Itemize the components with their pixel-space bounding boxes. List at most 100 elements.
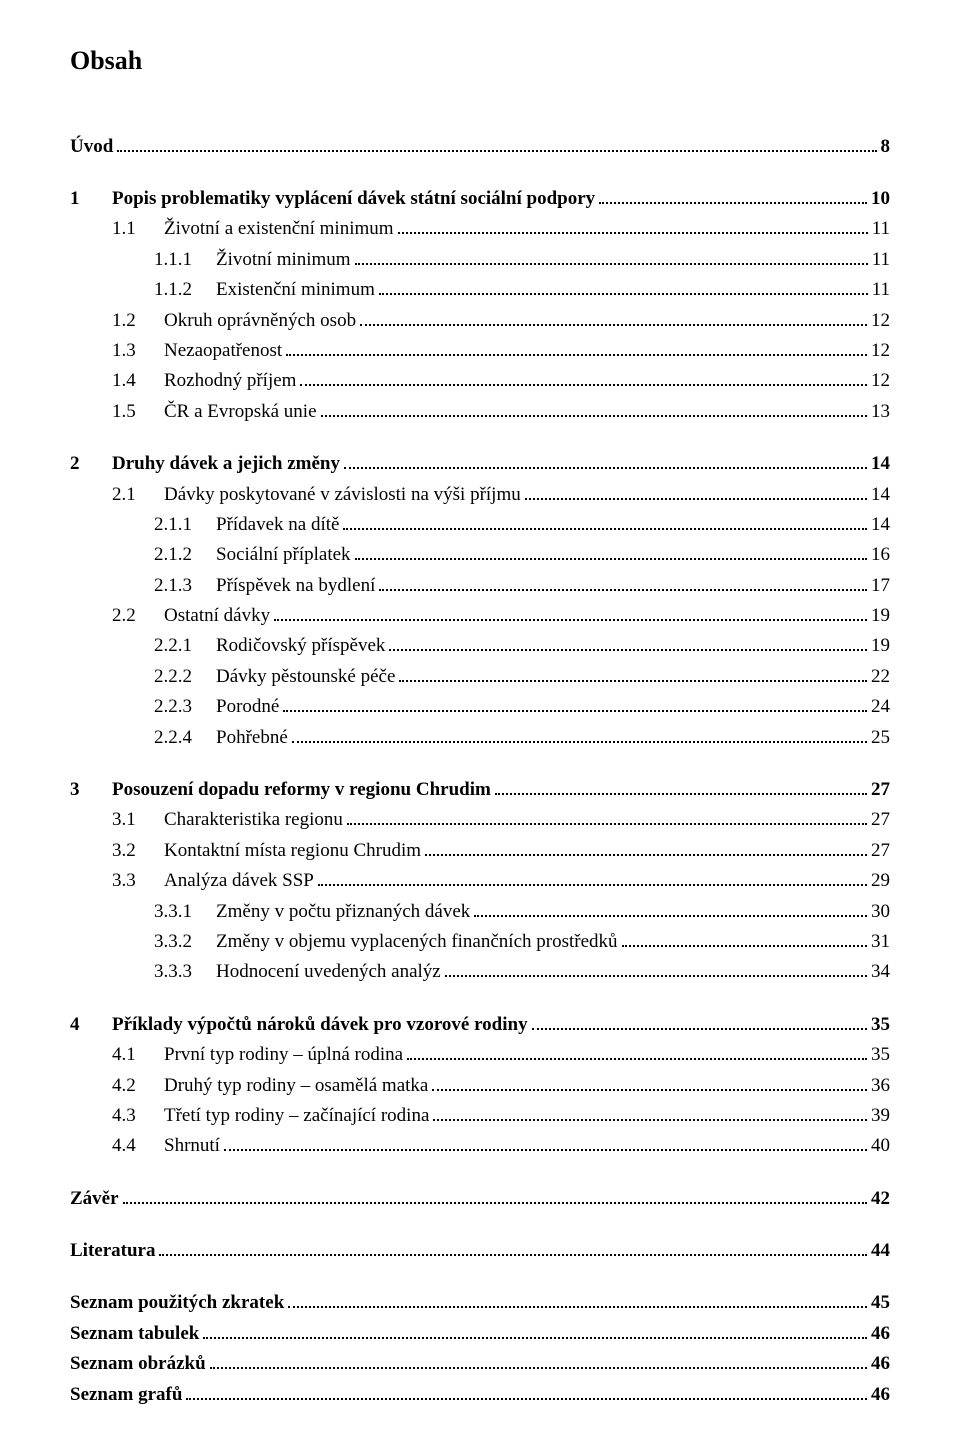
toc-leader-dots <box>288 1289 867 1308</box>
toc-entry-page: 46 <box>871 1380 890 1410</box>
toc-leader-dots <box>355 246 868 265</box>
toc-leader-dots <box>355 541 867 560</box>
toc-entry: 1.1.2Existenční minimum 11 <box>70 275 890 305</box>
toc-entry-label: Pohřebné <box>216 723 288 753</box>
toc-entry-number: 1.1.2 <box>154 275 216 305</box>
toc-leader-dots <box>399 663 867 682</box>
toc-entry: 4Příklady výpočtů nároků dávek pro vzoro… <box>70 1010 890 1040</box>
toc-entry-label: ČR a Evropská unie <box>164 397 317 427</box>
toc-title: Obsah <box>70 40 890 82</box>
toc-entry: 3.2Kontaktní místa regionu Chrudim27 <box>70 836 890 866</box>
toc-entry-label: Příklady výpočtů nároků dávek pro vzorov… <box>112 1010 528 1040</box>
toc-gap <box>70 427 890 449</box>
toc-leader-dots <box>433 1102 867 1121</box>
toc-entry-number: 3.3.1 <box>154 897 216 927</box>
toc-entry-page: 31 <box>871 927 890 957</box>
toc-entry: Závěr 42 <box>70 1184 890 1214</box>
toc-entry-page: 27 <box>871 836 890 866</box>
toc-entry: 1Popis problematiky vyplácení dávek stát… <box>70 184 890 214</box>
toc-entry: 1.3Nezaopatřenost12 <box>70 336 890 366</box>
toc-leader-dots <box>343 511 867 530</box>
toc-entry-label: Seznam tabulek <box>70 1319 199 1349</box>
toc-entry-page: 11 <box>872 245 890 275</box>
toc-entry-page: 46 <box>871 1319 890 1349</box>
toc-entry-page: 14 <box>871 449 890 479</box>
toc-entry-label: Posouzení dopadu reformy v regionu Chrud… <box>112 775 491 805</box>
toc-entry: 2.1.2Sociální příplatek16 <box>70 540 890 570</box>
toc-leader-dots <box>407 1041 867 1060</box>
toc-leader-dots <box>186 1381 867 1400</box>
toc-leader-dots <box>347 806 867 825</box>
toc-entry-label: Seznam obrázků <box>70 1349 206 1379</box>
toc-entry-page: 14 <box>871 480 890 510</box>
toc-entry: 2.2.2Dávky pěstounské péče22 <box>70 662 890 692</box>
toc-entry: Seznam grafů46 <box>70 1380 890 1410</box>
toc-gap <box>70 1266 890 1288</box>
toc-entry-label: Druhy dávek a jejich změny <box>112 449 340 479</box>
toc-gap <box>70 988 890 1010</box>
toc-entry-label: Úvod <box>70 132 113 162</box>
toc-entry-label: Literatura <box>70 1236 155 1266</box>
toc-entry: 1.5ČR a Evropská unie13 <box>70 397 890 427</box>
toc-entry-label: Nezaopatřenost <box>164 336 282 366</box>
toc-entry-label: Analýza dávek SSP <box>164 866 314 896</box>
toc-leader-dots <box>389 632 867 651</box>
toc-entry-page: 45 <box>871 1288 890 1318</box>
toc-entry-label: Hodnocení uvedených analýz <box>216 957 441 987</box>
toc-leader-dots <box>379 572 867 591</box>
toc-entry-page: 19 <box>871 601 890 631</box>
toc-entry-number: 3.2 <box>112 836 164 866</box>
toc-leader-dots <box>123 1185 867 1204</box>
toc-gap <box>70 162 890 184</box>
toc-entry-page: 14 <box>871 510 890 540</box>
toc-entry-number: 1.1 <box>112 214 164 244</box>
toc-entry-label: Změny v počtu přiznaných dávek <box>216 897 470 927</box>
toc-entry-number: 2.2.1 <box>154 631 216 661</box>
toc-entry: 3.3.1Změny v počtu přiznaných dávek30 <box>70 897 890 927</box>
toc-entry-label: Druhý typ rodiny – osamělá matka <box>164 1071 428 1101</box>
toc-entry: 2.1.1Přídavek na dítě14 <box>70 510 890 540</box>
toc-entry-page: 11 <box>872 275 890 305</box>
toc-leader-dots <box>292 724 867 743</box>
toc-entry-page: 13 <box>871 397 890 427</box>
toc-entry: 3.3.3Hodnocení uvedených analýz34 <box>70 957 890 987</box>
toc-entry-number: 1 <box>70 184 112 214</box>
toc-entry-label: První typ rodiny – úplná rodina <box>164 1040 403 1070</box>
toc-entry-page: 42 <box>871 1184 890 1214</box>
toc-entry: 1.4Rozhodný příjem12 <box>70 366 890 396</box>
toc-entry: 3.1Charakteristika regionu27 <box>70 805 890 835</box>
toc-body: Úvod81Popis problematiky vyplácení dávek… <box>70 110 890 1410</box>
toc-entry: 1.2Okruh oprávněných osob12 <box>70 306 890 336</box>
toc-entry-label: Existenční minimum <box>216 275 375 305</box>
toc-entry: 2.2Ostatní dávky19 <box>70 601 890 631</box>
toc-entry-label: Životní a existenční minimum <box>164 214 394 244</box>
toc-leader-dots <box>425 837 867 856</box>
toc-entry-page: 10 <box>871 184 890 214</box>
toc-entry-page: 35 <box>871 1040 890 1070</box>
toc-leader-dots <box>117 133 876 152</box>
toc-entry-page: 19 <box>871 631 890 661</box>
toc-entry-number: 2.2.2 <box>154 662 216 692</box>
toc-entry-page: 29 <box>871 866 890 896</box>
toc-entry-label: Seznam použitých zkratek <box>70 1288 284 1318</box>
toc-entry-page: 12 <box>871 306 890 336</box>
toc-entry-label: Porodné <box>216 692 279 722</box>
toc-entry: 4.3Třetí typ rodiny – začínající rodina3… <box>70 1101 890 1131</box>
toc-entry-number: 4 <box>70 1010 112 1040</box>
toc-entry-label: Charakteristika regionu <box>164 805 343 835</box>
toc-gap <box>70 1214 890 1236</box>
toc-leader-dots <box>432 1071 867 1090</box>
toc-entry-number: 4.3 <box>112 1101 164 1131</box>
toc-entry-page: 12 <box>871 336 890 366</box>
toc-entry-page: 44 <box>871 1236 890 1266</box>
toc-entry: 3.3Analýza dávek SSP29 <box>70 866 890 896</box>
toc-entry-label: Rozhodný příjem <box>164 366 296 396</box>
toc-page: Obsah Úvod81Popis problematiky vyplácení… <box>0 0 960 1450</box>
toc-leader-dots <box>445 958 867 977</box>
toc-leader-dots <box>159 1237 867 1256</box>
toc-entry-page: 36 <box>871 1071 890 1101</box>
toc-entry-number: 1.2 <box>112 306 164 336</box>
toc-entry-label: Závěr <box>70 1184 119 1214</box>
toc-entry-label: Shrnutí <box>164 1131 220 1161</box>
toc-entry-page: 25 <box>871 723 890 753</box>
